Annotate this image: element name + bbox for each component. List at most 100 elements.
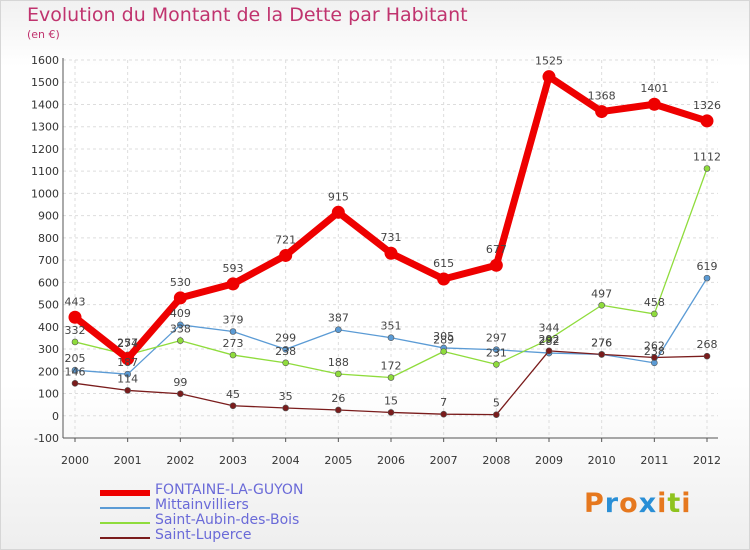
data-point-saint-luperce — [598, 351, 605, 358]
y-tick-label: 100 — [38, 388, 59, 401]
data-point-mittainvilliers — [703, 274, 711, 282]
data-label-mittainvilliers: 387 — [328, 312, 349, 325]
data-point-mittainvilliers — [177, 321, 184, 329]
proxiti-logo: Proxiti — [584, 488, 692, 519]
data-label-saint-aubin-des-bois: 344 — [539, 321, 560, 334]
data-point-fontaine-la-guyon — [437, 272, 451, 286]
data-label-saint-luperce: 26 — [331, 392, 345, 405]
data-point-saint-aubin-des-bois — [493, 361, 500, 368]
data-point-mittainvilliers — [124, 370, 131, 378]
data-point-saint-aubin-des-bois — [387, 374, 395, 381]
y-tick-label: 1300 — [31, 121, 59, 134]
y-tick-label: 800 — [38, 232, 59, 245]
x-tick-label: 2004 — [272, 454, 300, 467]
x-tick-label: 2008 — [482, 454, 510, 467]
data-label-fontaine-la-guyon: 721 — [275, 233, 296, 246]
x-tick-label: 2002 — [166, 454, 194, 467]
data-point-fontaine-la-guyon — [279, 248, 293, 262]
data-point-saint-aubin-des-bois — [229, 351, 237, 359]
y-tick-label: 200 — [38, 365, 59, 378]
data-label-saint-luperce: 35 — [279, 390, 293, 403]
data-point-saint-luperce — [282, 404, 289, 412]
legend-swatch-mittainvilliers — [100, 507, 150, 509]
data-label-mittainvilliers: 238 — [644, 345, 665, 358]
data-point-saint-luperce — [335, 406, 342, 414]
data-point-saint-aubin-des-bois — [598, 301, 605, 309]
y-tick-label: 1400 — [31, 98, 59, 111]
data-label-layer: 205 187 409 379 299 387 351 305 297 282 276 238 619 3… — [65, 55, 722, 410]
chart-title: Evolution du Montant de la Dette par Hab… — [27, 4, 468, 26]
data-label-saint-luperce: 99 — [173, 376, 187, 389]
data-label-saint-aubin-des-bois: 338 — [170, 323, 191, 336]
data-point-saint-aubin-des-bois — [440, 348, 447, 355]
data-label-saint-luperce: 5 — [493, 397, 500, 410]
data-label-saint-aubin-des-bois: 497 — [591, 287, 612, 300]
legend-label-saint-luperce: Saint-Luperce — [155, 527, 252, 543]
logo-letter: t — [667, 488, 682, 519]
data-label-saint-luperce: 292 — [539, 333, 560, 346]
y-tick-label: 1500 — [31, 76, 59, 89]
data-point-fontaine-la-guyon — [173, 291, 187, 305]
data-point-mittainvilliers — [229, 328, 237, 335]
data-point-saint-luperce — [440, 410, 447, 418]
data-point-saint-luperce — [703, 352, 711, 360]
data-label-saint-aubin-des-bois: 273 — [223, 337, 244, 350]
logo-letter: o — [619, 488, 639, 519]
y-tick-label: 700 — [38, 254, 59, 267]
data-label-saint-aubin-des-bois: 1112 — [693, 151, 721, 164]
data-point-saint-luperce — [493, 411, 500, 418]
data-label-saint-aubin-des-bois: 332 — [65, 324, 86, 337]
x-tick-label: 2009 — [535, 454, 563, 467]
logo-letter: i — [681, 488, 692, 519]
data-point-fontaine-la-guyon — [331, 205, 345, 219]
data-point-fontaine-la-guyon — [647, 97, 661, 111]
y-tick-label: 1000 — [31, 187, 59, 200]
legend-label-fontaine: FONTAINE-LA-GUYON — [155, 482, 304, 498]
data-label-fontaine-la-guyon: 615 — [433, 257, 454, 270]
legend-label-saint-aubin: Saint-Aubin-des-Bois — [155, 512, 300, 528]
data-label-saint-aubin-des-bois: 274 — [117, 337, 138, 350]
data-label-mittainvilliers: 409 — [170, 307, 191, 320]
data-point-saint-luperce — [229, 402, 237, 410]
data-point-saint-luperce — [177, 390, 184, 398]
data-point-saint-luperce — [124, 387, 131, 394]
data-label-fontaine-la-guyon: 530 — [170, 276, 191, 289]
data-label-mittainvilliers: 276 — [591, 336, 612, 349]
data-point-saint-aubin-des-bois — [71, 338, 79, 346]
data-label-saint-aubin-des-bois: 172 — [381, 360, 402, 373]
data-point-fontaine-la-guyon — [226, 277, 240, 291]
data-point-saint-aubin-des-bois — [703, 165, 711, 172]
x-tick-label: 2012 — [693, 454, 721, 467]
data-point-fontaine-la-guyon — [68, 310, 82, 324]
data-label-fontaine-la-guyon: 593 — [223, 262, 244, 275]
logo-letter: P — [584, 488, 605, 519]
legend-swatch-saint-aubin — [100, 522, 150, 524]
data-label-mittainvilliers: 297 — [486, 332, 507, 345]
chart-subtitle: (en €) — [27, 28, 60, 41]
data-label-fontaine-la-guyon: 443 — [65, 295, 86, 308]
data-label-fontaine-la-guyon: 677 — [486, 243, 507, 256]
data-label-saint-aubin-des-bois: 458 — [644, 296, 665, 309]
data-point-fontaine-la-guyon — [700, 114, 714, 128]
data-label-saint-aubin-des-bois: 238 — [275, 345, 296, 358]
data-point-fontaine-la-guyon — [542, 70, 556, 84]
y-tick-label: 300 — [38, 343, 59, 356]
y-tick-label: -100 — [34, 432, 59, 445]
data-label-mittainvilliers: 187 — [117, 356, 138, 369]
data-label-mittainvilliers: 282 — [539, 335, 560, 348]
series-layer — [68, 70, 714, 418]
logo-letter: x — [638, 488, 658, 519]
data-label-saint-luperce: 15 — [384, 394, 398, 407]
x-tick-label: 2010 — [588, 454, 616, 467]
data-point-saint-aubin-des-bois — [335, 370, 342, 378]
y-tick-label: 600 — [38, 276, 59, 289]
data-label-fontaine-la-guyon: 915 — [328, 190, 349, 203]
data-label-mittainvilliers: 351 — [381, 320, 402, 333]
data-point-saint-luperce — [651, 354, 658, 361]
logo-letter: r — [604, 488, 620, 519]
data-point-mittainvilliers — [71, 366, 79, 374]
x-tick-label: 2003 — [219, 454, 247, 467]
data-label-mittainvilliers: 619 — [697, 260, 718, 273]
data-label-saint-luperce: 268 — [697, 338, 718, 351]
